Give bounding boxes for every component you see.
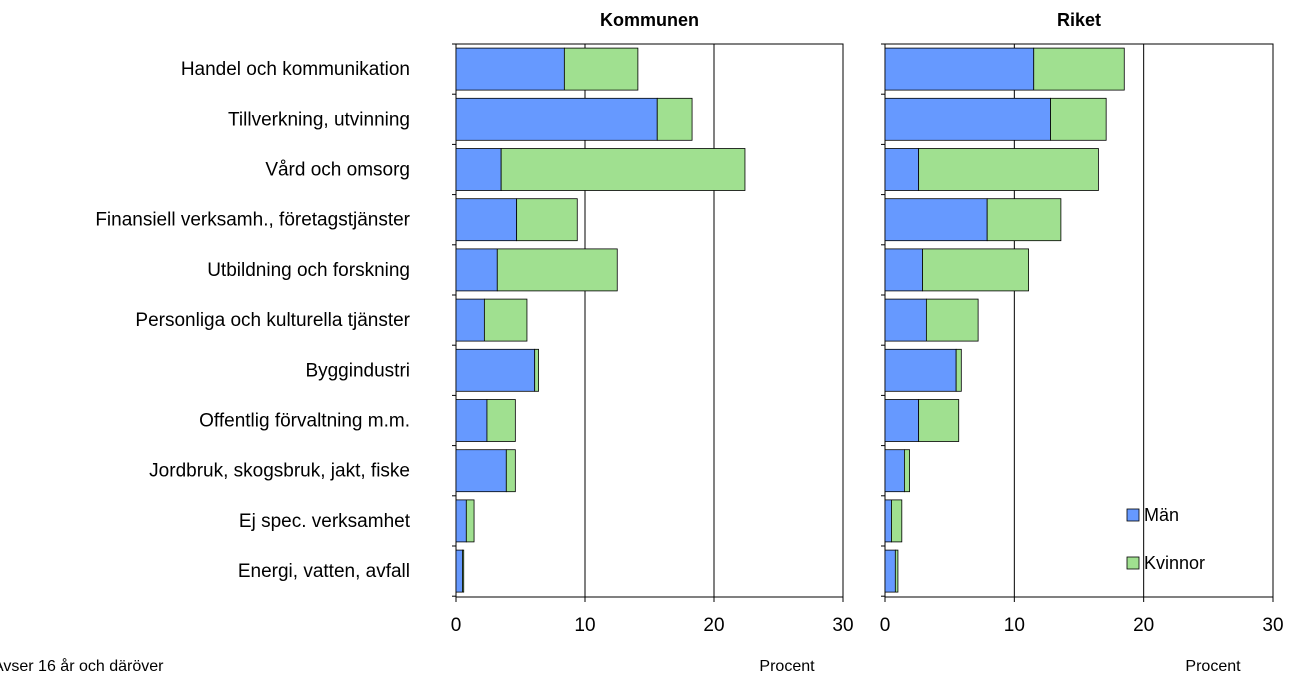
bar-women bbox=[483, 298, 528, 342]
bar-women bbox=[955, 348, 962, 392]
bar-women bbox=[516, 198, 578, 242]
bar-women bbox=[986, 198, 1062, 242]
bar-women bbox=[918, 399, 960, 442]
bar-men bbox=[884, 298, 927, 342]
bar-men bbox=[884, 198, 988, 242]
bar-men bbox=[455, 47, 565, 91]
category-label: Vård och omsorg bbox=[265, 160, 410, 181]
category-label: Energi, vatten, avfall bbox=[238, 561, 410, 582]
bar-men bbox=[884, 399, 920, 442]
bar-women bbox=[462, 549, 465, 593]
bar-women bbox=[922, 248, 1029, 292]
category-label: Handel och kommunikation bbox=[181, 59, 410, 80]
x-tick-label: 0 bbox=[451, 615, 462, 636]
bar-men bbox=[455, 298, 485, 342]
legend-swatch-women bbox=[1126, 556, 1140, 570]
category-label: Tillverkning, utvinning bbox=[228, 109, 410, 130]
bar-men bbox=[455, 499, 467, 543]
category-labels: Handel och kommunikation Tillverkning, ut… bbox=[95, 59, 410, 582]
bar-men bbox=[884, 549, 896, 593]
category-label: Finansiell verksamh., företagstjänster bbox=[95, 210, 410, 231]
bar-men bbox=[884, 97, 1051, 141]
bar-women bbox=[925, 298, 979, 342]
x-tick-label: 10 bbox=[1004, 615, 1025, 636]
category-label: Ej spec. verksamhet bbox=[239, 511, 411, 532]
footnote: Avser 16 år och däröver bbox=[0, 657, 164, 675]
bar-women bbox=[891, 499, 903, 543]
x-axis-label: Procent bbox=[1185, 658, 1241, 675]
bar-men bbox=[455, 348, 536, 392]
bar-men bbox=[884, 148, 920, 191]
bar-men bbox=[455, 399, 488, 442]
x-tick-label: 0 bbox=[880, 615, 891, 636]
bar-women bbox=[656, 97, 693, 141]
bar-women bbox=[904, 449, 910, 493]
bar-men bbox=[884, 248, 923, 292]
legend: Män Kvinnor bbox=[1126, 505, 1205, 573]
bar-men bbox=[884, 348, 957, 392]
bar-women bbox=[1050, 97, 1107, 141]
bar-women bbox=[496, 248, 618, 292]
x-tick-label: 10 bbox=[574, 615, 595, 636]
x-axis-label: Procent bbox=[759, 658, 815, 675]
bar-women bbox=[500, 148, 746, 191]
bar-women bbox=[486, 399, 516, 442]
category-label: Byggindustri bbox=[305, 360, 410, 381]
x-tick-label: 30 bbox=[1262, 615, 1283, 636]
bar-women bbox=[894, 549, 899, 593]
bar-men bbox=[455, 198, 518, 242]
legend-label-women: Kvinnor bbox=[1144, 553, 1205, 573]
panel-kommunen: 0 10 20 30 Kommunen Procent bbox=[451, 10, 854, 675]
panel-riket: 0 10 20 30 Riket Procent bbox=[880, 10, 1284, 675]
category-label: Personliga och kulturella tjänster bbox=[135, 310, 410, 331]
legend-label-men: Män bbox=[1144, 505, 1179, 525]
bar-women bbox=[918, 148, 1099, 191]
bar-men bbox=[455, 248, 498, 292]
x-tick-label: 20 bbox=[703, 615, 724, 636]
bar-women bbox=[534, 348, 539, 392]
bar-women bbox=[563, 47, 639, 91]
x-tick-label: 20 bbox=[1133, 615, 1154, 636]
category-label: Utbildning och forskning bbox=[207, 260, 410, 281]
bar-men bbox=[884, 449, 905, 493]
category-label: Jordbruk, skogsbruk, jakt, fiske bbox=[149, 461, 410, 482]
bar-women bbox=[1033, 47, 1125, 91]
chart-title: Kommunen bbox=[600, 10, 699, 30]
bar-men bbox=[455, 148, 502, 191]
category-label: Offentlig förvaltning m.m. bbox=[199, 411, 410, 432]
bar-men bbox=[455, 549, 463, 593]
legend-swatch-men bbox=[1126, 508, 1140, 522]
bar-men bbox=[884, 47, 1035, 91]
bar-women bbox=[505, 449, 516, 493]
bar-women bbox=[465, 499, 475, 543]
bar-men bbox=[455, 449, 507, 493]
bar-men bbox=[884, 499, 892, 543]
chart-title: Riket bbox=[1057, 10, 1101, 30]
bar-men bbox=[455, 97, 658, 141]
x-tick-label: 30 bbox=[832, 615, 853, 636]
